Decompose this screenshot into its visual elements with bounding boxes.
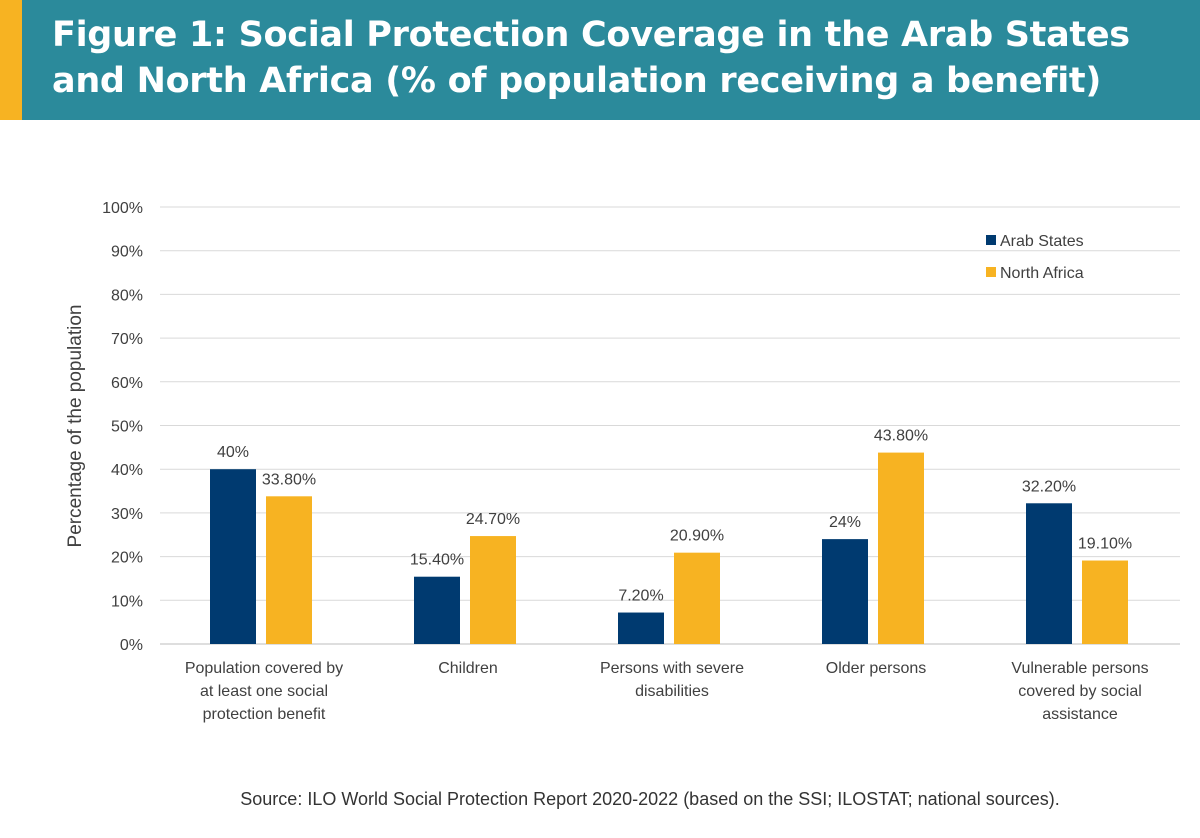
- y-axis-title: Percentage of the population: [65, 305, 86, 548]
- legend-label: Arab States: [1000, 233, 1084, 250]
- bar-north-africa: [674, 552, 720, 644]
- x-tick-label: disabilities: [635, 683, 709, 700]
- data-label: 33.80%: [262, 471, 316, 488]
- legend-swatch: [986, 235, 996, 245]
- data-label: 19.10%: [1078, 536, 1132, 553]
- data-label: 7.20%: [618, 588, 663, 605]
- y-tick-label: 60%: [111, 375, 143, 392]
- bar-north-africa: [1082, 560, 1128, 644]
- y-tick-label: 20%: [111, 550, 143, 567]
- legend-label: North Africa: [1000, 265, 1084, 282]
- y-tick-label: 10%: [111, 593, 143, 610]
- x-tick-label: Persons with severe: [600, 660, 744, 677]
- x-tick-label: Children: [438, 660, 498, 677]
- figure-header: [0, 0, 1200, 120]
- y-tick-label: 80%: [111, 287, 143, 304]
- y-tick-label: 70%: [111, 331, 143, 348]
- x-tick-label: Older persons: [826, 660, 927, 677]
- data-label: 32.20%: [1022, 478, 1076, 495]
- source-note: Source: ILO World Social Protection Repo…: [240, 789, 1060, 809]
- header-accent-bar: [0, 0, 22, 120]
- x-tick-label: at least one social: [200, 683, 328, 700]
- figure-title: Figure 1: Social Protection Coverage in …: [52, 15, 1130, 101]
- y-tick-label: 0%: [120, 637, 143, 654]
- bar-arab-states: [618, 612, 664, 644]
- x-tick-label: covered by social: [1018, 683, 1142, 700]
- data-label: 24%: [829, 514, 861, 531]
- data-label: 43.80%: [874, 428, 928, 445]
- data-label: 20.90%: [670, 528, 724, 545]
- bar-north-africa: [878, 452, 924, 644]
- y-tick-label: 40%: [111, 462, 143, 479]
- bar-north-africa: [470, 536, 516, 644]
- data-label: 24.70%: [466, 511, 520, 528]
- bar-arab-states: [210, 469, 256, 644]
- y-tick-label: 50%: [111, 419, 143, 436]
- bar-arab-states: [822, 539, 868, 644]
- x-tick-label: Vulnerable persons: [1011, 660, 1148, 677]
- x-tick-label: assistance: [1042, 706, 1118, 723]
- bar-north-africa: [266, 496, 312, 644]
- y-tick-label: 90%: [111, 244, 143, 261]
- bar-arab-states: [414, 576, 460, 644]
- y-tick-label: 100%: [102, 200, 143, 217]
- data-label: 15.40%: [410, 552, 464, 569]
- x-tick-label: Population covered by: [185, 660, 343, 677]
- x-tick-label: protection benefit: [203, 706, 326, 723]
- data-label: 40%: [217, 444, 249, 461]
- bar-arab-states: [1026, 503, 1072, 644]
- y-tick-label: 30%: [111, 506, 143, 523]
- legend-swatch: [986, 267, 996, 277]
